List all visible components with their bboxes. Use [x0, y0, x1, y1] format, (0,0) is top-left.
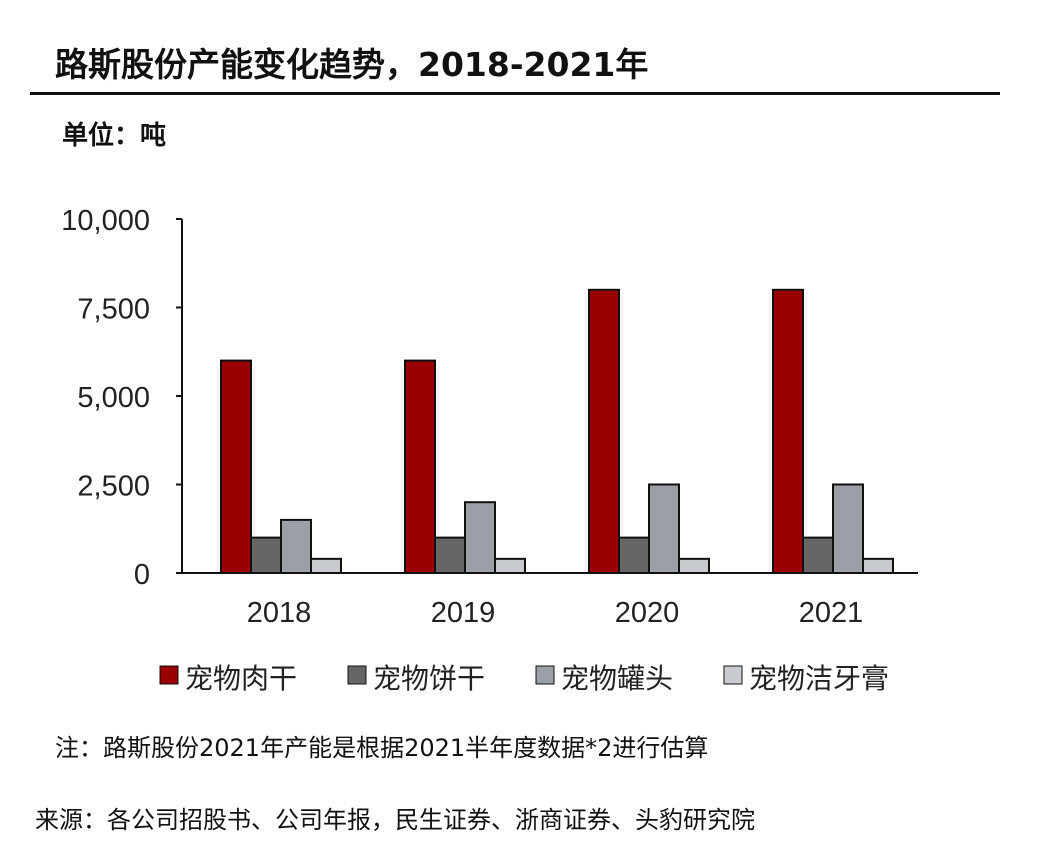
- bar-2018-1: [250, 536, 282, 574]
- bar-2018-0: [220, 359, 252, 574]
- bar-2020-0: [588, 288, 620, 574]
- bar-2020-3: [678, 557, 710, 575]
- bar-2019-2: [464, 501, 496, 575]
- y-tick-label: 7,500: [77, 294, 150, 326]
- bar-2018-2: [280, 518, 312, 575]
- title-divider: [30, 92, 1000, 95]
- x-tick-label: 2019: [431, 597, 496, 629]
- bar-2020-1: [618, 536, 650, 574]
- bar-2021-2: [832, 483, 864, 574]
- chart-title: 路斯股份产能变化趋势，2018-2021年: [55, 45, 649, 84]
- legend-label: 宠物肉干: [185, 662, 297, 695]
- legend-swatch: [535, 665, 555, 685]
- bar-2020-2: [648, 483, 680, 574]
- y-tick-label: 0: [134, 559, 150, 591]
- legend-label: 宠物罐头: [561, 662, 673, 695]
- unit-label: 单位：吨: [62, 121, 167, 151]
- bar-2021-1: [802, 536, 834, 574]
- bar-2019-1: [434, 536, 466, 574]
- bar-2021-0: [772, 288, 804, 574]
- y-tick-label: 10,000: [61, 205, 150, 237]
- y-tick-label: 5,000: [77, 382, 150, 414]
- legend-swatch: [347, 665, 367, 685]
- chart-source: 来源：各公司招股书、公司年报，民生证券、浙商证券、头豹研究院: [35, 806, 755, 834]
- x-tick-label: 2020: [615, 597, 680, 629]
- x-tick-label: 2018: [247, 597, 312, 629]
- bar-2021-3: [862, 557, 894, 575]
- y-tick-label: 2,500: [77, 471, 150, 503]
- chart-note: 注：路斯股份2021年产能是根据2021半年度数据*2进行估算: [55, 734, 709, 762]
- legend-label: 宠物洁牙膏: [749, 662, 889, 695]
- bar-2018-3: [310, 557, 342, 575]
- legend-swatch: [723, 665, 743, 685]
- legend-label: 宠物饼干: [373, 662, 485, 695]
- bar-2019-3: [494, 557, 526, 575]
- x-tick-label: 2021: [799, 597, 864, 629]
- legend-swatch: [159, 665, 179, 685]
- bar-2019-0: [404, 359, 436, 574]
